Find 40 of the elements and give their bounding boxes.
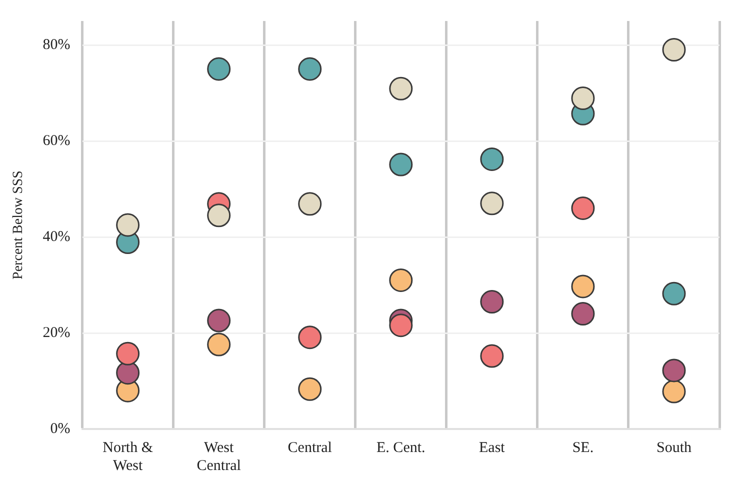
point [389,152,413,176]
point [207,332,231,356]
point [389,314,413,338]
point [389,268,413,292]
y-tick-label: 80% [42,36,70,53]
point [571,196,595,220]
x-tick-label: South [656,440,692,456]
point [389,76,413,100]
x-tick-label: SE. [572,440,594,456]
x-tick-label: West Central [196,440,241,474]
x-tick-label: E. Cent. [376,440,426,456]
x-tick-label: North & West [102,440,154,474]
point [480,147,504,171]
point [571,274,595,298]
point [662,282,686,306]
point [116,361,140,385]
point [662,38,686,62]
point [116,213,140,237]
point [662,380,686,404]
point [571,86,595,110]
point [207,57,231,81]
point [207,308,231,332]
point [480,192,504,216]
point [298,326,322,350]
x-tick-label: Central [288,440,332,456]
y-axis-title: Percent Below SSS [11,170,26,280]
point [480,290,504,314]
y-tick-label: 20% [42,324,70,341]
y-tick-label: 0% [50,420,70,437]
point [207,204,231,228]
point [662,358,686,382]
y-tick-label: 60% [42,132,70,149]
point [298,57,322,81]
x-tick-label: East [479,440,506,456]
point [480,344,504,368]
point [298,192,322,216]
point [116,342,140,366]
point [298,377,322,401]
y-tick-label: 40% [42,228,70,245]
point [571,302,595,326]
